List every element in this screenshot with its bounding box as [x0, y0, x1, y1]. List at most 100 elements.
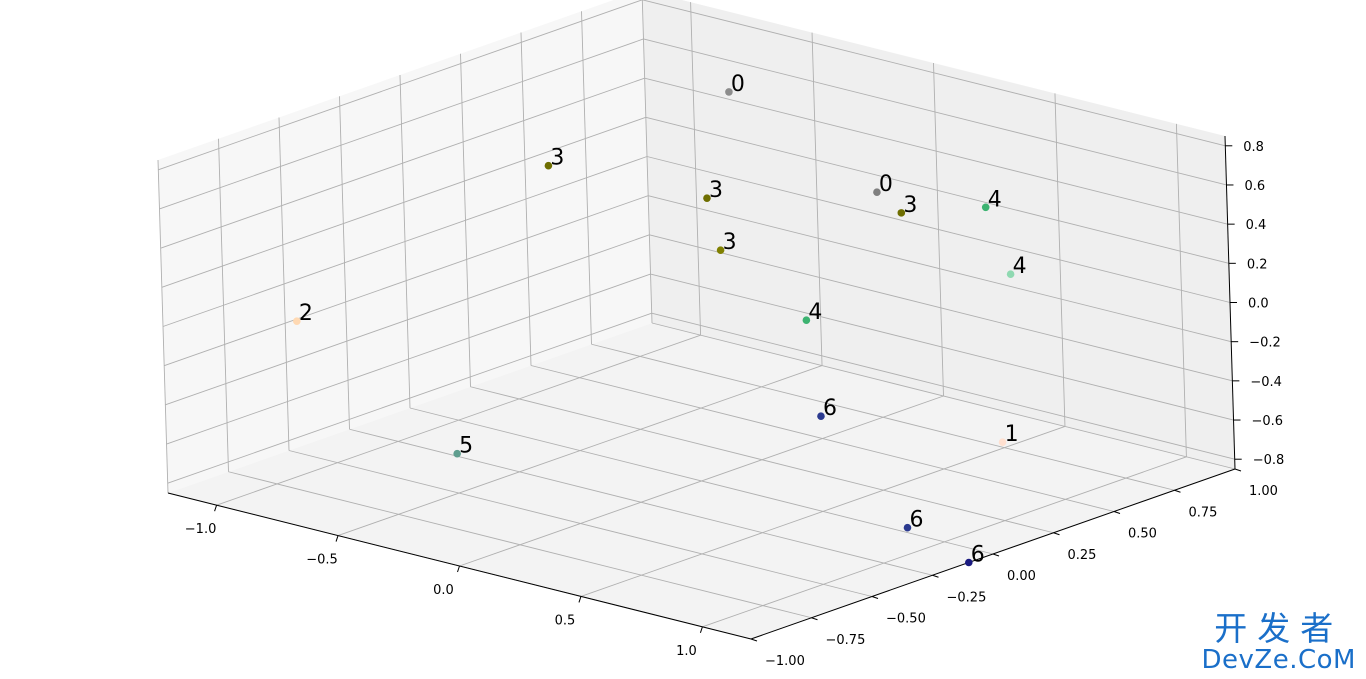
- grid-line: [591, 343, 1175, 491]
- z-tick-label: 0.0: [1248, 297, 1269, 312]
- x-tick-label: −0.5: [306, 553, 338, 568]
- grid-line: [649, 234, 1233, 382]
- scatter-point: [1006, 270, 1015, 278]
- axis-lines: [167, 135, 1242, 642]
- x-tick-mark: [335, 535, 339, 542]
- z-tick-label: −0.8: [1253, 453, 1285, 468]
- watermark-chinese-text: 开发者: [1214, 609, 1344, 648]
- y-tick-label: −0.75: [826, 633, 866, 648]
- point-label: 4: [808, 300, 822, 325]
- grid-line: [409, 407, 994, 555]
- grid-line: [650, 273, 1234, 421]
- grid-line: [160, 77, 645, 249]
- grid-line: [165, 234, 650, 406]
- point-label: 3: [709, 178, 723, 203]
- y-tick-label: −0.50: [886, 612, 926, 627]
- grid-line: [651, 312, 1235, 460]
- grid-line: [158, 0, 643, 171]
- watermark-logo: 开发者 DevZe.CoM: [1202, 612, 1356, 673]
- z-tick-label: 0.4: [1246, 218, 1267, 233]
- x-tick-mark: [578, 596, 582, 603]
- y-tick-label: 0.75: [1189, 505, 1218, 520]
- x-tick-label: 1.0: [676, 644, 697, 659]
- z-tick-label: −0.4: [1250, 375, 1282, 390]
- x-tick-label: −1.0: [185, 522, 217, 537]
- scatter-point: [453, 449, 461, 458]
- grid-line: [159, 38, 644, 210]
- grid-line: [644, 77, 1228, 225]
- z-tick-label: −0.6: [1252, 414, 1284, 429]
- grid-line: [166, 273, 651, 445]
- grid-line: [164, 195, 649, 367]
- grid-line: [228, 471, 812, 619]
- grid-lines: [157, 0, 1236, 640]
- y-tick-mark: [932, 574, 939, 578]
- scatter-point: [725, 88, 733, 96]
- y-tick-mark: [811, 617, 818, 621]
- grid-line: [161, 116, 646, 288]
- y-tick-mark: [1113, 511, 1121, 514]
- point-label: 3: [723, 230, 737, 255]
- z-tick-label: 0.2: [1247, 257, 1268, 272]
- point-label: 4: [1013, 254, 1027, 279]
- axis-panes: [158, 0, 1235, 639]
- x-tick-label: 0.0: [433, 583, 454, 598]
- tick-labels: −1.0−0.50.00.51.0−1.00−0.75−0.50−0.250.0…: [185, 140, 1284, 669]
- y-tick-label: 0.25: [1068, 548, 1097, 563]
- grid-line: [645, 116, 1229, 264]
- point-label: 1: [1005, 422, 1019, 447]
- point-label: 4: [988, 187, 1002, 212]
- x-tick-mark: [699, 626, 703, 633]
- grid-line: [530, 365, 1115, 512]
- grid-line: [651, 322, 1236, 470]
- grid-line: [470, 386, 1054, 534]
- scatter-point: [293, 317, 301, 326]
- y-tick-label: −0.25: [947, 590, 987, 605]
- scatter-point: [998, 438, 1007, 447]
- y-tick-label: 1.00: [1249, 484, 1278, 499]
- point-label: 6: [823, 396, 837, 421]
- scatter-point: [703, 194, 711, 202]
- y-tick-mark: [871, 596, 879, 599]
- scatter-point: [897, 209, 906, 217]
- z-tick-label: 0.6: [1244, 179, 1265, 194]
- scatter-point: [981, 203, 990, 212]
- x-tick-mark: [457, 565, 460, 573]
- y-tick-mark: [1053, 532, 1060, 536]
- scatter-point: [903, 523, 912, 532]
- scatter-point: [544, 161, 553, 170]
- grid-line: [643, 38, 1227, 186]
- point-label: 3: [550, 146, 564, 171]
- grid-line: [162, 156, 648, 327]
- y-tick-mark: [992, 553, 1000, 557]
- y-tick-label: −1.00: [765, 654, 805, 669]
- x-tick-label: 0.5: [555, 613, 576, 628]
- point-label: 6: [909, 508, 923, 533]
- scatter-point: [965, 558, 973, 567]
- point-label: 6: [971, 543, 985, 568]
- point-label: 3: [903, 193, 917, 218]
- point-label: 0: [879, 172, 893, 197]
- y-tick-mark: [1174, 489, 1181, 493]
- z-tick-label: 0.8: [1243, 140, 1264, 155]
- grid-line: [167, 312, 652, 484]
- y-tick-mark: [750, 638, 758, 642]
- y-tick-label: 0.00: [1007, 569, 1036, 584]
- grid-line: [349, 428, 933, 576]
- grid-line: [648, 195, 1232, 343]
- watermark-site-text: DevZe.CoM: [1201, 645, 1356, 675]
- y-tick-mark: [1234, 468, 1242, 472]
- scatter-point: [873, 188, 881, 197]
- point-label: 2: [299, 301, 313, 326]
- grid-line: [288, 450, 873, 597]
- grid-line: [646, 156, 1231, 303]
- scatter-point: [716, 246, 725, 254]
- scatter-point: [802, 316, 811, 325]
- grid-line: [642, 0, 1226, 147]
- z-tick-label: −0.2: [1249, 336, 1281, 351]
- x-tick-mark: [214, 505, 218, 512]
- scatter-point: [817, 412, 825, 420]
- point-label: 5: [459, 434, 473, 459]
